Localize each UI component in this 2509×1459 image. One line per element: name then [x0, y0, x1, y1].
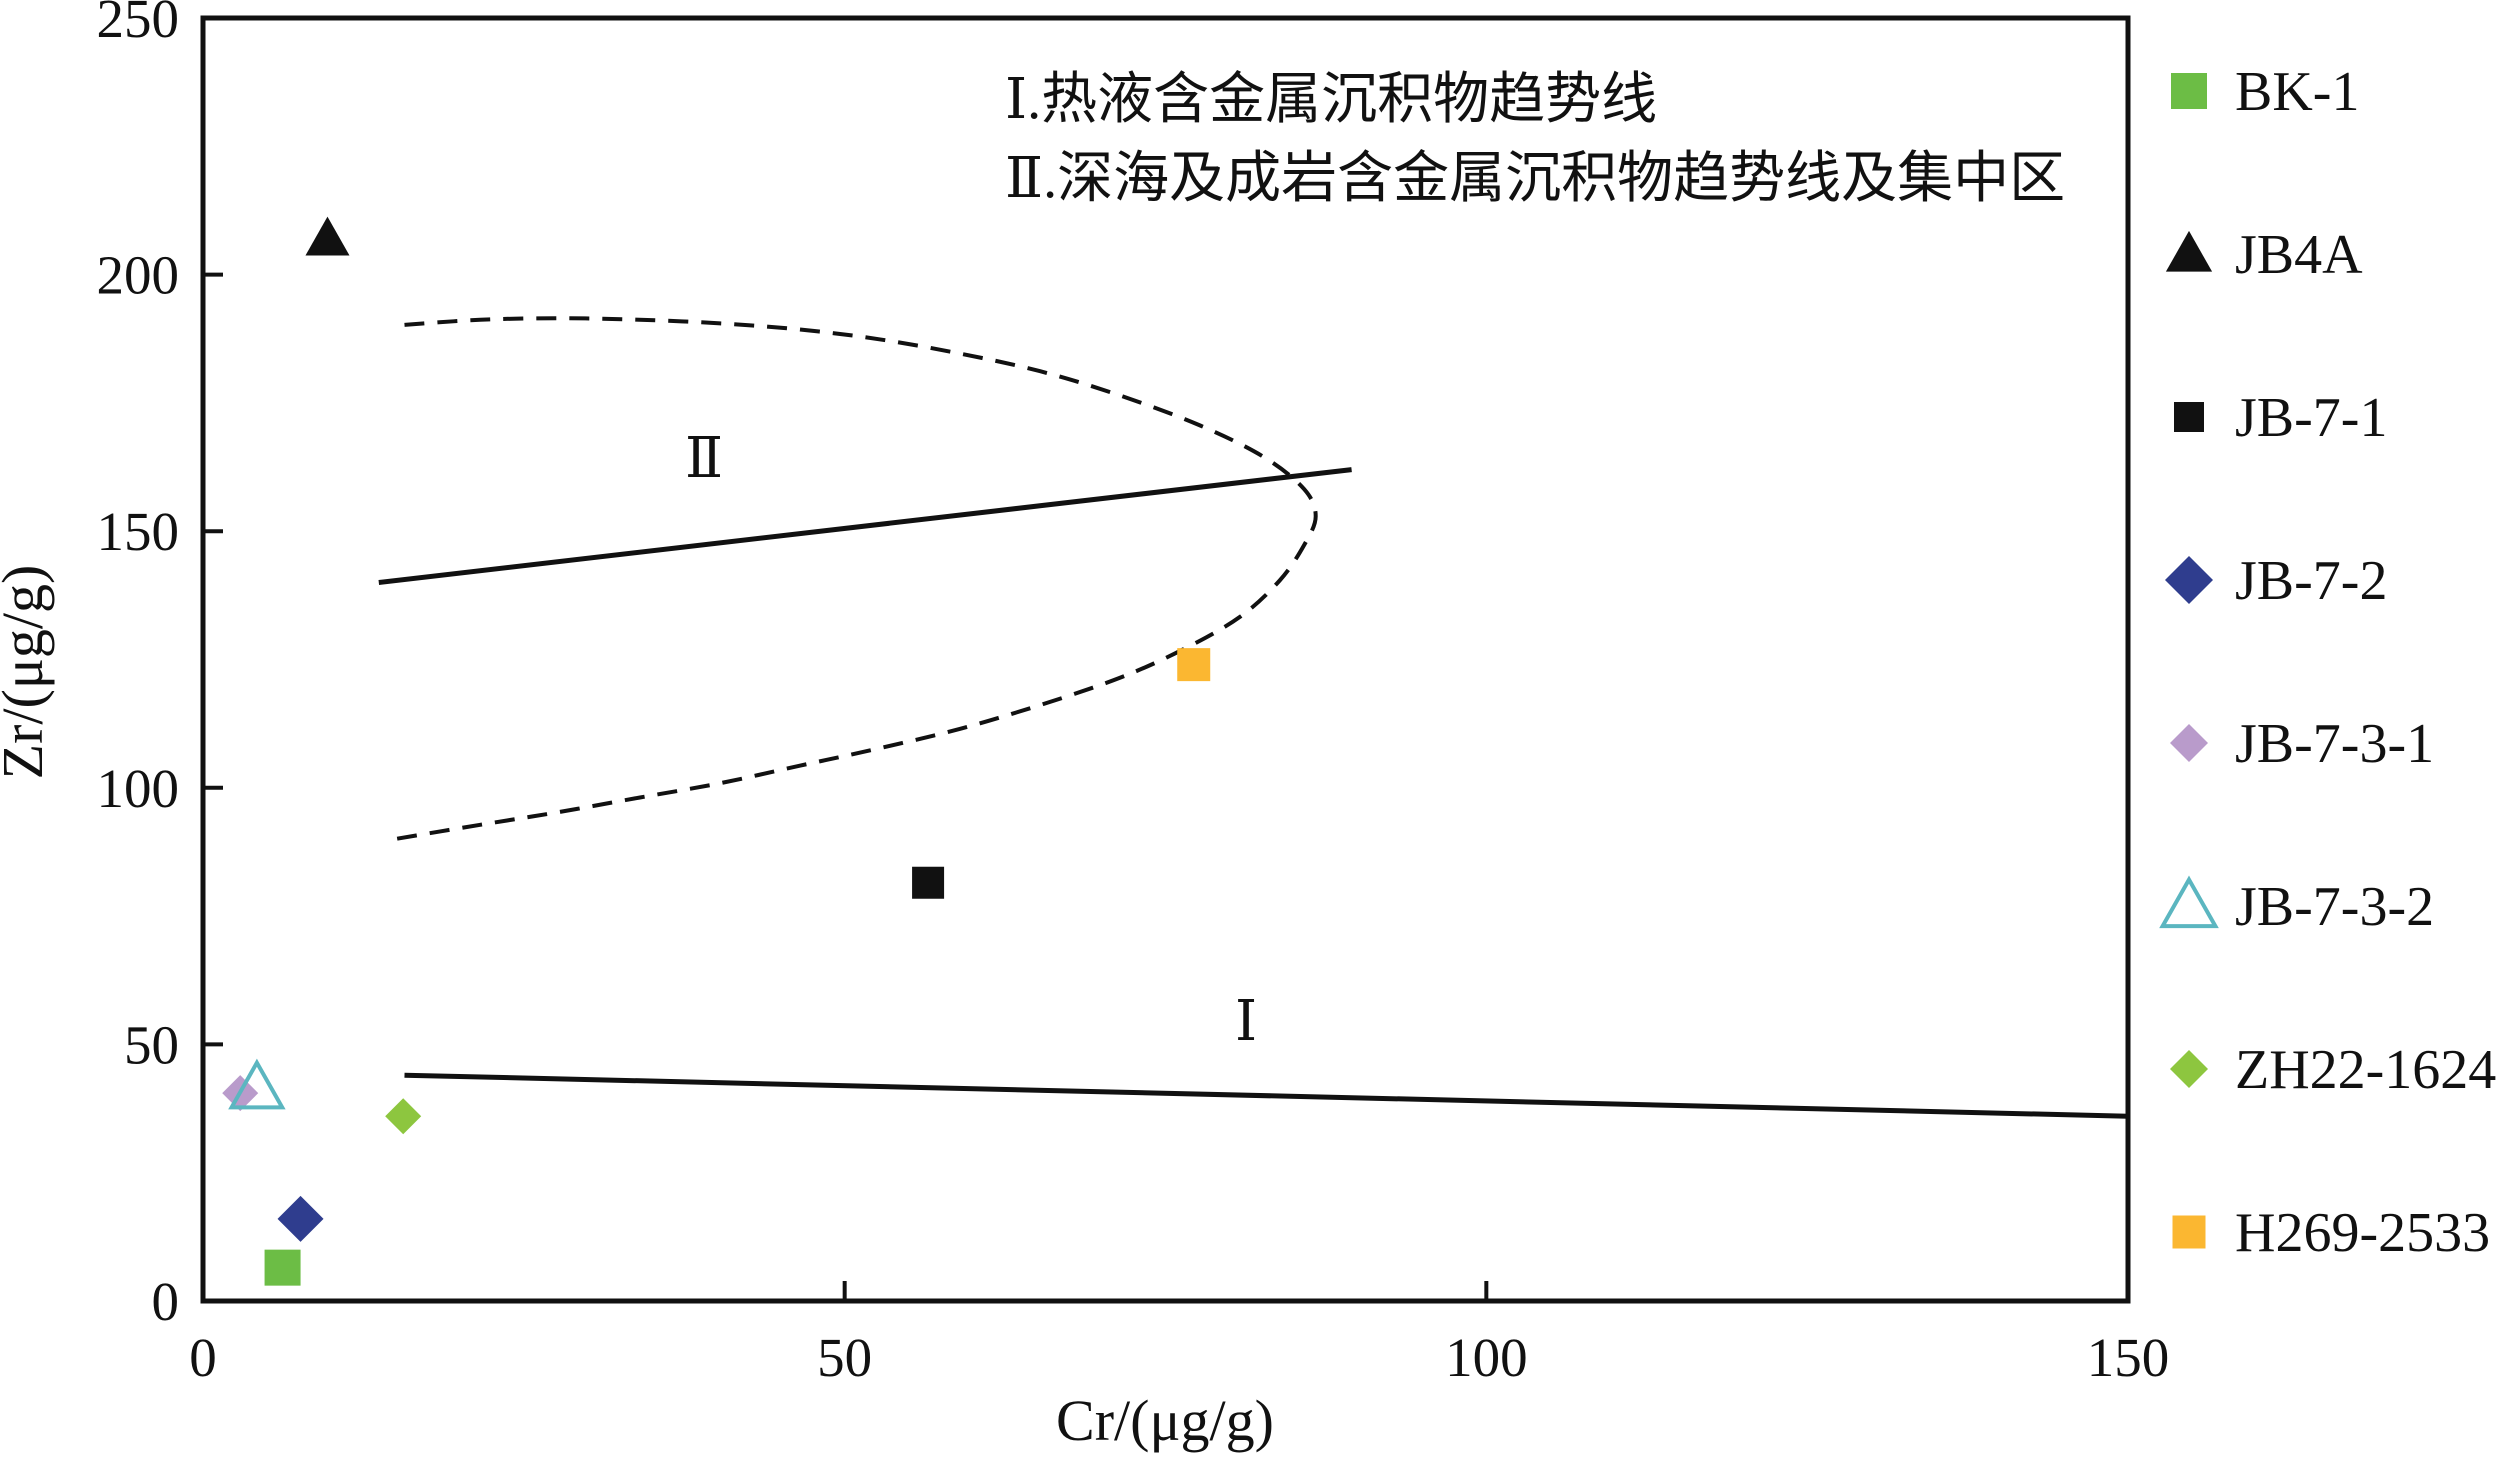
trend-note-i: Ⅰ.热液含金属沉积物趋势线 — [1005, 69, 1657, 131]
trend-note-ii: Ⅱ.深海及成岩含金属沉积物趋势线及集中区 — [1005, 148, 2065, 210]
y-tick-label: 50 — [124, 1014, 179, 1075]
y-axis-title: Zr/(μg/g) — [0, 565, 55, 780]
legend-item-jb-7-3-2: JB-7-3-2 — [2159, 875, 2434, 938]
y-tick-label: 250 — [97, 0, 180, 49]
legend-marker-jb-7-3-2 — [2159, 875, 2219, 929]
legend-label: JB-7-1 — [2235, 387, 2387, 449]
legend-label: JB-7-3-1 — [2235, 713, 2434, 775]
trend-line-i — [404, 1072, 2129, 1119]
legend-label: BK-1 — [2235, 61, 2359, 123]
legend-marker-h269-2533 — [2172, 1215, 2206, 1249]
trend-line-ii — [378, 467, 1352, 585]
x-tick-label: 150 — [2087, 1327, 2170, 1388]
legend-label: JB-7-3-2 — [2235, 876, 2434, 938]
concentration-zone-ii-boundary — [384, 316, 1318, 843]
y-tick-label: 150 — [97, 501, 180, 562]
plot-frame — [200, 15, 2131, 1304]
x-axis-title: Cr/(μg/g) — [1056, 1388, 1274, 1453]
trend-line-label-i: Ⅰ — [1235, 991, 1257, 1053]
data-point-bk-1 — [264, 1249, 301, 1286]
x-tick-label: 100 — [1445, 1327, 1528, 1388]
legend-item-jb-7-2: JB-7-2 — [2165, 550, 2387, 612]
legend-marker-bk-1 — [2171, 73, 2207, 109]
y-tick-label: 100 — [97, 758, 180, 819]
data-point-jb-7-3-2 — [228, 1058, 286, 1110]
legend-marker-jb-7-2 — [2165, 556, 2213, 604]
legend-label: JB-7-2 — [2235, 550, 2387, 612]
axis-ticks — [203, 272, 1489, 1301]
y-tick-labels: 0 50 100 150 200 250 — [97, 0, 180, 1332]
data-point-jb-7-1 — [912, 866, 945, 899]
legend-marker-jb-7-1 — [2174, 402, 2204, 432]
legend-item-jb4a: JB4A — [2165, 224, 2363, 286]
y-tick-label: 0 — [152, 1271, 180, 1332]
x-tick-label: 0 — [189, 1327, 217, 1388]
legend-item-bk-1: BK-1 — [2171, 61, 2359, 123]
legend-marker-zh22-1624 — [2170, 1050, 2208, 1088]
legend-marker-jb4a — [2165, 230, 2213, 272]
x-tick-labels: 0 50 100 150 — [189, 1327, 2169, 1388]
data-point-zh22-1624 — [385, 1098, 422, 1135]
trend-lines-and-zone — [378, 316, 2129, 1119]
legend-label: ZH22-1624 — [2235, 1039, 2496, 1101]
legend-item-zh22-1624: ZH22-1624 — [2170, 1039, 2496, 1101]
trend-line-label-ii: Ⅱ — [685, 428, 723, 490]
data-points — [222, 216, 1211, 1286]
legend-marker-jb-7-3-1 — [2170, 724, 2208, 762]
legend-item-jb-7-3-1: JB-7-3-1 — [2170, 713, 2434, 775]
data-point-jb-7-2 — [277, 1195, 324, 1242]
legend-label: JB4A — [2235, 224, 2363, 286]
legend-item-jb-7-1: JB-7-1 — [2174, 387, 2387, 449]
data-point-jb4a — [305, 216, 350, 256]
y-tick-label: 200 — [97, 245, 180, 306]
x-tick-label: 50 — [817, 1327, 872, 1388]
legend: BK-1 JB4A JB-7-1 JB-7-2 JB-7-3-1 JB-7-3-2 ZH22… — [2159, 61, 2496, 1264]
trend-notes: Ⅰ.热液含金属沉积物趋势线 Ⅱ.深海及成岩含金属沉积物趋势线及集中区 — [1005, 69, 2065, 210]
legend-label: H269-2533 — [2235, 1202, 2490, 1264]
legend-item-h269-2533: H269-2533 — [2172, 1202, 2490, 1264]
data-point-h269-2533 — [1177, 648, 1211, 682]
